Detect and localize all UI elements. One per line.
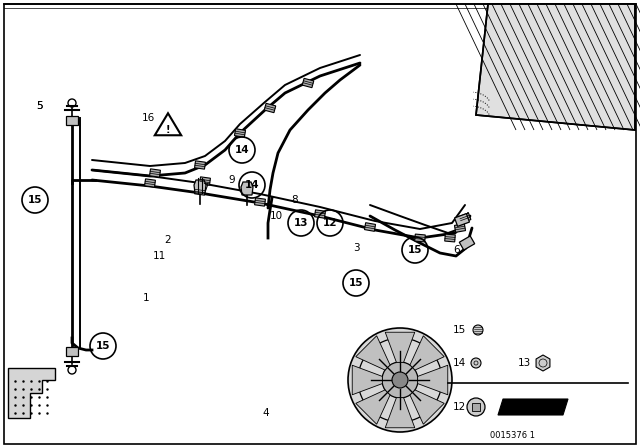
Polygon shape bbox=[410, 390, 444, 424]
Text: 5: 5 bbox=[36, 101, 43, 111]
Polygon shape bbox=[410, 336, 444, 370]
Polygon shape bbox=[315, 210, 325, 218]
Polygon shape bbox=[195, 161, 205, 169]
Text: 15: 15 bbox=[453, 325, 467, 335]
Polygon shape bbox=[385, 398, 415, 428]
Text: 3: 3 bbox=[353, 243, 360, 253]
Polygon shape bbox=[356, 336, 390, 370]
Polygon shape bbox=[415, 234, 426, 242]
Polygon shape bbox=[460, 236, 475, 250]
Polygon shape bbox=[150, 169, 161, 177]
Polygon shape bbox=[195, 187, 205, 195]
Text: 10: 10 bbox=[270, 211, 283, 221]
Text: 2: 2 bbox=[164, 235, 171, 245]
Circle shape bbox=[473, 325, 483, 335]
Text: 7: 7 bbox=[202, 183, 209, 193]
Text: 5: 5 bbox=[36, 101, 43, 111]
Polygon shape bbox=[454, 214, 470, 226]
Text: 12: 12 bbox=[323, 218, 337, 228]
Polygon shape bbox=[536, 355, 550, 371]
Text: 13: 13 bbox=[294, 218, 308, 228]
Text: 12: 12 bbox=[453, 402, 467, 412]
Polygon shape bbox=[255, 198, 266, 206]
Polygon shape bbox=[476, 4, 635, 130]
Text: 8: 8 bbox=[291, 195, 298, 205]
Text: 11: 11 bbox=[153, 251, 166, 261]
Polygon shape bbox=[498, 399, 568, 415]
Text: 14: 14 bbox=[453, 358, 467, 368]
Text: 6: 6 bbox=[453, 245, 460, 255]
Polygon shape bbox=[155, 113, 181, 135]
Polygon shape bbox=[241, 182, 253, 195]
Polygon shape bbox=[8, 368, 55, 418]
Text: 16: 16 bbox=[142, 113, 156, 123]
Circle shape bbox=[348, 328, 452, 432]
Text: 15: 15 bbox=[408, 245, 422, 255]
Polygon shape bbox=[66, 116, 78, 125]
Circle shape bbox=[467, 398, 485, 416]
Text: 4: 4 bbox=[262, 408, 269, 418]
Polygon shape bbox=[356, 390, 390, 424]
Text: 15: 15 bbox=[96, 341, 110, 351]
Polygon shape bbox=[302, 78, 314, 88]
Polygon shape bbox=[445, 234, 455, 242]
Text: 15: 15 bbox=[349, 278, 364, 288]
Polygon shape bbox=[459, 213, 471, 223]
Text: !: ! bbox=[166, 125, 170, 135]
Polygon shape bbox=[364, 223, 376, 231]
Polygon shape bbox=[145, 179, 156, 187]
Polygon shape bbox=[264, 103, 276, 113]
Circle shape bbox=[382, 362, 418, 398]
Polygon shape bbox=[200, 177, 211, 185]
Polygon shape bbox=[385, 332, 415, 362]
Text: 0015376 1: 0015376 1 bbox=[490, 431, 535, 440]
Polygon shape bbox=[454, 224, 465, 233]
Text: 13: 13 bbox=[518, 358, 531, 368]
Polygon shape bbox=[418, 365, 448, 395]
Polygon shape bbox=[194, 180, 206, 193]
Text: 9: 9 bbox=[228, 175, 235, 185]
Circle shape bbox=[471, 358, 481, 368]
Polygon shape bbox=[472, 404, 479, 410]
Text: 14: 14 bbox=[244, 180, 259, 190]
Text: 15: 15 bbox=[28, 195, 42, 205]
Polygon shape bbox=[352, 365, 382, 395]
Polygon shape bbox=[66, 346, 78, 356]
Text: 14: 14 bbox=[235, 145, 250, 155]
Circle shape bbox=[392, 372, 408, 388]
Text: 1: 1 bbox=[143, 293, 150, 303]
Polygon shape bbox=[234, 129, 246, 138]
